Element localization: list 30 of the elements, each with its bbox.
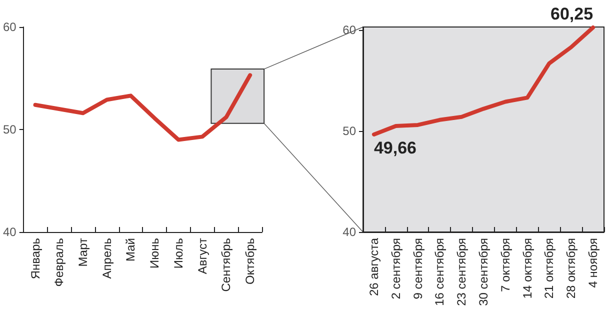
- line-series: [33, 73, 252, 142]
- x-tick-label: Август: [195, 238, 210, 274]
- y-tick-label: 40: [342, 225, 356, 239]
- y-tick-label: 50: [2, 122, 17, 136]
- x-tick-label: 14 октября: [520, 238, 534, 299]
- data-label: 49,66: [374, 138, 416, 158]
- y-tick-label: 50: [342, 124, 356, 138]
- x-tick-label: 9 сентября: [410, 238, 425, 300]
- x-tick-label: 16 сентября: [432, 238, 447, 306]
- x-tick-label: 21 октября: [542, 238, 556, 299]
- x-tick-label: Октябрь: [243, 238, 258, 285]
- x-tick-label: 7 октября: [498, 238, 512, 292]
- x-tick-label: Июнь: [148, 238, 162, 269]
- x-tick-label: Январь: [28, 238, 42, 280]
- x-tick-label: 2 сентября: [388, 238, 403, 300]
- x-tick-label: Сентябрь: [219, 238, 234, 292]
- x-tick-label: 30 сентября: [476, 238, 490, 306]
- y-tick-label: 60: [2, 20, 17, 34]
- x-tick-label: 26 августа: [366, 238, 381, 296]
- x-tick-label: Апрель: [100, 238, 114, 279]
- x-tick-label: 23 сентября: [454, 238, 469, 306]
- x-tick-label: Май: [124, 238, 138, 262]
- line-series: [372, 26, 596, 136]
- data-label: 60,25: [550, 4, 594, 24]
- x-tick-label: 28 октября: [564, 238, 578, 299]
- x-tick-label: Июль: [171, 238, 186, 269]
- x-tick-label: Февраль: [52, 238, 66, 287]
- x-tick-label: 4 ноября: [586, 238, 600, 288]
- x-tick-label: Март: [76, 238, 90, 267]
- y-tick-label: 40: [2, 225, 17, 239]
